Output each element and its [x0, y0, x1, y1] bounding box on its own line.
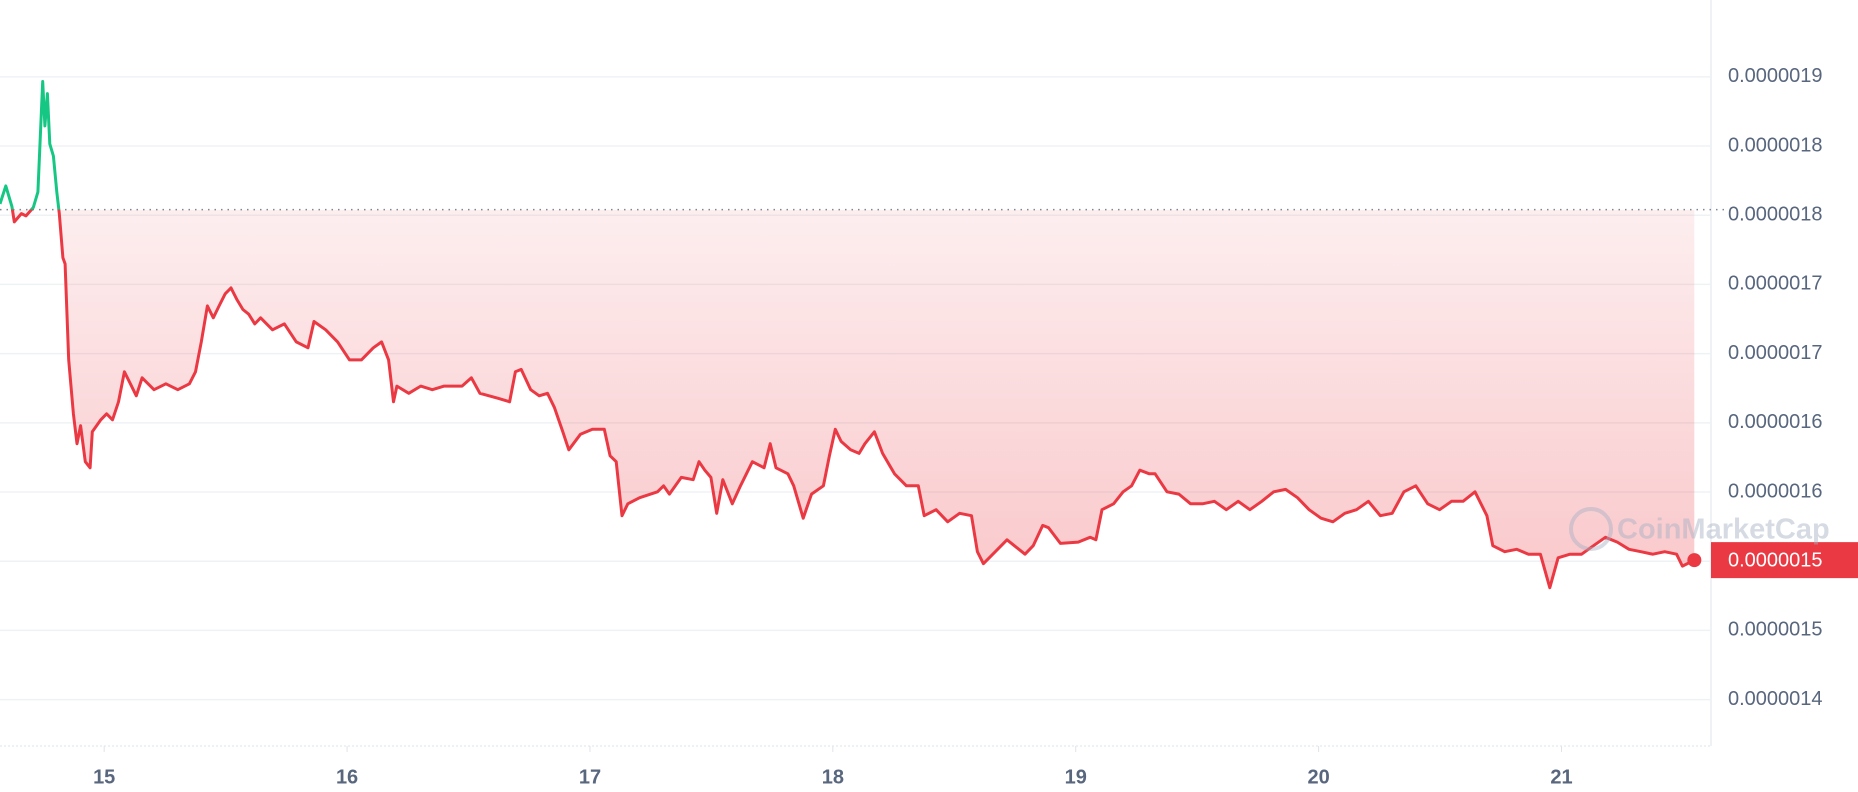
x-tick-label: 16: [336, 766, 358, 788]
x-tick-label: 20: [1307, 766, 1329, 788]
last-point: [1687, 553, 1702, 568]
x-tick-label: 19: [1065, 766, 1087, 788]
y-tick-label: 0.0000015: [1728, 619, 1823, 641]
y-tick-label: 0.0000014: [1728, 688, 1823, 710]
area-fill: [0, 209, 1695, 588]
price-tag-label: 0.0000015: [1728, 549, 1823, 571]
watermark: CoinMarketCap: [1617, 514, 1830, 546]
price-tag-box: [1711, 542, 1858, 579]
y-tick-label: 0.0000018: [1728, 134, 1823, 156]
y-tick-label: 0.0000019: [1728, 65, 1823, 87]
x-tick-label: 21: [1550, 766, 1572, 788]
watermark-logo: [1569, 507, 1613, 551]
price-line: [0, 80, 1695, 590]
y-tick-label: 0.0000017: [1728, 342, 1823, 364]
y-tick-label: 0.0000018: [1728, 204, 1823, 226]
y-tick-label: 0.0000017: [1728, 273, 1823, 295]
y-tick-label: 0.0000016: [1728, 480, 1823, 502]
x-tick-label: 17: [579, 766, 601, 788]
y-tick-label: 0.0000016: [1728, 411, 1823, 433]
x-tick-label: 15: [93, 766, 115, 788]
x-tick-label: 18: [822, 766, 844, 788]
